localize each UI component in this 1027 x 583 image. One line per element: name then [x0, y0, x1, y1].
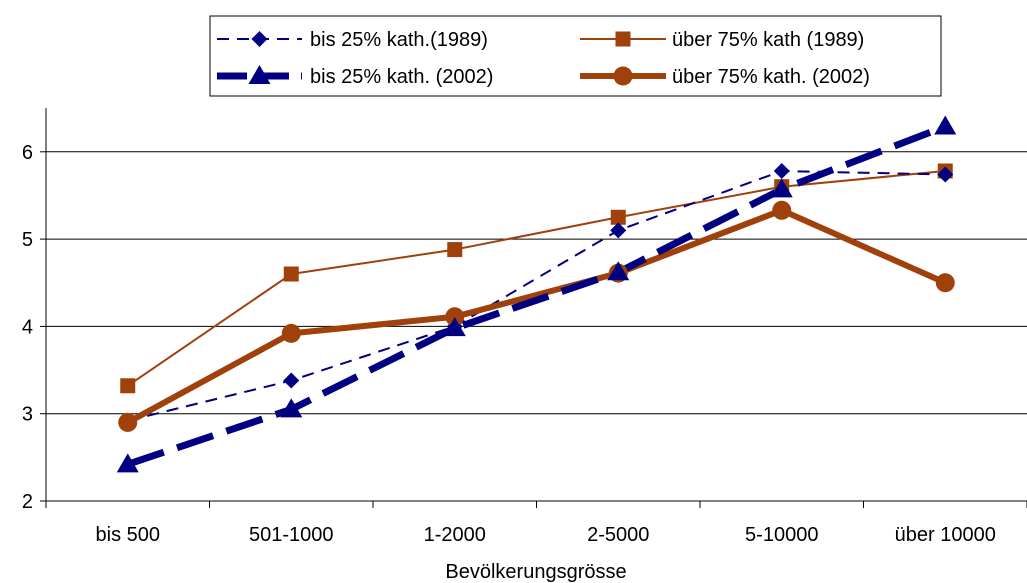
series-line	[127, 170, 946, 422]
data-point-circle	[118, 412, 138, 432]
data-point-triangle	[443, 317, 466, 337]
data-point-square	[120, 378, 136, 394]
series-markers	[116, 115, 957, 473]
x-tick-label: 1-2000	[424, 524, 486, 546]
x-tick-label: 2-5000	[587, 524, 649, 546]
y-tick-label: 6	[22, 142, 33, 164]
data-point-square	[610, 209, 626, 225]
x-tick-label: 501-1000	[249, 524, 334, 546]
legend-label: über 75% kath (1989)	[672, 29, 864, 51]
data-point-diamond	[283, 372, 300, 389]
x-tick-label: über 10000	[895, 524, 996, 546]
y-tick-label: 2	[22, 491, 33, 513]
legend-label: über 75% kath. (2002)	[672, 66, 870, 88]
data-point-diamond	[937, 166, 954, 183]
y-tick-label: 5	[22, 229, 33, 251]
series-lines	[126, 123, 947, 468]
data-point-diamond	[773, 163, 790, 180]
data-point-triangle	[280, 398, 303, 418]
data-point-circle	[281, 323, 301, 343]
data-point-triangle	[934, 115, 957, 135]
data-point-circle	[772, 200, 792, 220]
x-tick-label: 5-10000	[745, 524, 818, 546]
data-point-square	[283, 266, 299, 282]
legend-label: bis 25% kath. (2002)	[310, 66, 493, 88]
tick-labels: 2 3 4 5 6 bis 500 501-1000 1-2000 2-5000 5-10000 ü…	[22, 142, 996, 546]
legend-marker-circle	[613, 66, 633, 86]
data-point-circle	[935, 273, 955, 293]
data-point-circle	[445, 307, 465, 327]
data-point-triangle	[770, 178, 793, 198]
legend: bis 25% kath.(1989) über 75% kath (1989) b…	[209, 15, 942, 97]
series-line	[126, 207, 947, 426]
legend-marker-diamond	[251, 31, 268, 47]
data-point-diamond	[610, 222, 627, 239]
axes	[40, 108, 1027, 508]
x-axis-title: Bevölkerungsgrösse	[445, 561, 626, 583]
legend-marker-triangle	[248, 65, 271, 84]
series-line	[126, 123, 947, 468]
data-point-triangle	[116, 453, 139, 473]
data-point-triangle	[607, 261, 630, 281]
grid-lines	[46, 151, 1027, 415]
series-line	[127, 170, 946, 387]
legend-marker-square	[615, 31, 631, 47]
y-tick-label: 3	[22, 404, 33, 426]
legend-label: bis 25% kath.(1989)	[310, 29, 488, 51]
y-tick-label: 4	[22, 316, 33, 338]
data-point-square	[447, 242, 463, 258]
legend-box	[209, 15, 942, 97]
x-tick-label: bis 500	[96, 524, 161, 546]
